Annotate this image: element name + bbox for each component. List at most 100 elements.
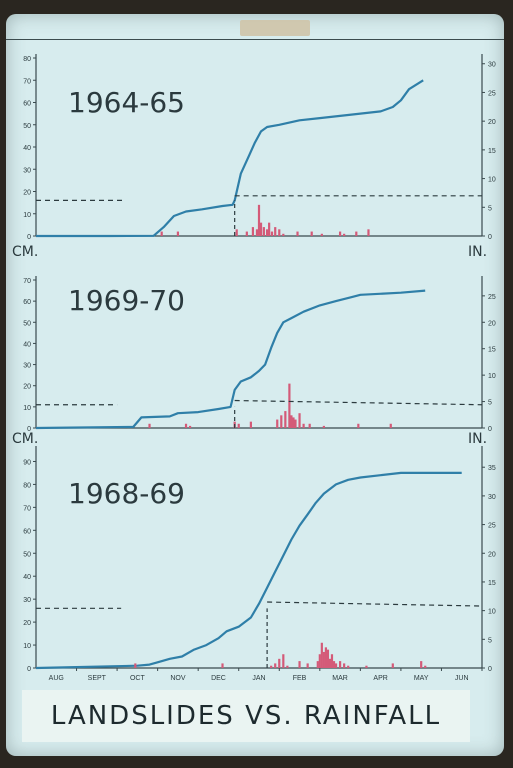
y2-tick-label: 25	[488, 523, 496, 530]
y-tick-label: 40	[23, 341, 31, 348]
rainfall-bar	[318, 654, 321, 668]
y2-tick-label: 30	[488, 494, 496, 501]
rainfall-bar	[302, 423, 305, 428]
y2-tick-label: 30	[488, 62, 496, 69]
y-tick-label: 30	[23, 167, 31, 174]
rainfall-bar	[270, 665, 273, 668]
y-tick-label: 0	[27, 666, 31, 673]
cumulative-rainfall-line	[36, 79, 424, 238]
cumulative-rainfall-line	[35, 289, 426, 430]
rainfall-bar	[274, 663, 277, 668]
y-tick-label: 60	[23, 101, 31, 108]
rainfall-bar	[176, 231, 180, 236]
y-tick-label: 0	[27, 426, 31, 433]
panel-title: 1964-65	[68, 86, 185, 119]
rainfall-bar	[320, 642, 323, 668]
y-tick-label: 70	[23, 505, 31, 512]
rainfall-bar	[294, 419, 297, 428]
rainfall-bar	[298, 661, 301, 668]
rainfall-bar	[286, 665, 289, 668]
y2-tick-label: 5	[488, 205, 492, 212]
rainfall-bar	[251, 227, 255, 236]
rainfall-bar	[296, 231, 299, 236]
rainfall-bar	[262, 227, 265, 236]
x-tick-label: MAY	[414, 675, 429, 682]
rainfall-bar	[347, 665, 350, 668]
y2-axis-label: IN.	[468, 244, 487, 260]
y-tick-label: 40	[23, 574, 31, 581]
rainfall-bar	[259, 222, 263, 236]
y2-tick-label: 25	[488, 294, 496, 301]
rainfall-bar	[290, 415, 293, 428]
rainfall-bar	[255, 229, 259, 236]
y-tick-label: 70	[23, 78, 31, 85]
rainfall-bar	[306, 663, 309, 668]
y2-tick-label: 0	[488, 666, 492, 673]
rainfall-bar	[328, 658, 332, 668]
rainfall-bar	[188, 425, 192, 428]
rainfall-bar	[148, 423, 151, 428]
threshold-line	[234, 399, 483, 406]
y2-tick-label: 20	[488, 551, 496, 558]
y2-tick-label: 5	[488, 637, 492, 644]
rainfall-bar	[389, 423, 392, 428]
rainfall-bar	[330, 654, 334, 668]
rainfall-bar	[424, 665, 427, 668]
rainfall-bar	[266, 229, 269, 236]
rainfall-bar	[332, 661, 336, 668]
rainfall-bar	[270, 231, 274, 236]
y-tick-label: 60	[23, 528, 31, 535]
rainfall-bar	[221, 663, 224, 668]
x-tick-label: MAR	[332, 675, 348, 682]
x-tick-label: FEB	[293, 675, 307, 682]
rainfall-bar	[249, 421, 252, 428]
x-tick-label: DEC	[211, 675, 226, 682]
y-tick-label: 80	[23, 482, 31, 489]
rainfall-bar	[322, 425, 325, 428]
y2-tick-label: 0	[488, 426, 492, 433]
rainfall-bar	[278, 658, 281, 668]
rainfall-bar	[343, 663, 346, 668]
y2-tick-label: 15	[488, 347, 496, 354]
y-tick-label: 40	[23, 145, 31, 152]
rainfall-bar	[326, 649, 330, 668]
y-tick-label: 90	[23, 459, 31, 466]
rainfall-bar	[292, 417, 295, 428]
y2-tick-label: 10	[488, 609, 496, 616]
rainfall-bar	[391, 663, 394, 668]
y-tick-label: 10	[23, 405, 31, 412]
y2-tick-label: 15	[488, 148, 496, 155]
y-tick-label: 60	[23, 299, 31, 306]
y-tick-label: 50	[23, 320, 31, 327]
tape-strip	[240, 20, 310, 36]
x-tick-label: SEPT	[88, 675, 107, 682]
rainfall-bar	[343, 233, 346, 236]
y-tick-label: 70	[23, 278, 31, 285]
panel-title: 1969-70	[68, 284, 185, 317]
rainfall-bar	[316, 661, 319, 668]
rainfall-bar	[367, 229, 370, 236]
y-tick-label: 50	[23, 123, 31, 130]
rainfall-bar	[308, 423, 311, 428]
y2-tick-label: 0	[488, 234, 492, 241]
rainfall-bar	[357, 423, 360, 428]
rainfall-bar	[288, 383, 291, 428]
rainfall-bar	[160, 231, 163, 236]
rainfall-bar	[276, 419, 279, 428]
rainfall-bar	[235, 229, 238, 236]
rainfall-bar	[282, 233, 285, 236]
rainfall-bar	[282, 654, 285, 668]
y-axis-label: CM.	[12, 431, 38, 447]
rainfall-bar	[237, 423, 240, 428]
y-tick-label: 20	[23, 384, 31, 391]
y-tick-label: 30	[23, 597, 31, 604]
rainfall-bar	[324, 647, 327, 668]
y2-tick-label: 20	[488, 119, 496, 126]
y-tick-label: 50	[23, 551, 31, 558]
rainfall-bar	[420, 661, 423, 668]
rainfall-bar	[365, 665, 368, 668]
rainfall-bar	[338, 661, 342, 668]
y2-tick-label: 25	[488, 90, 496, 97]
rainfall-bar	[322, 651, 325, 668]
